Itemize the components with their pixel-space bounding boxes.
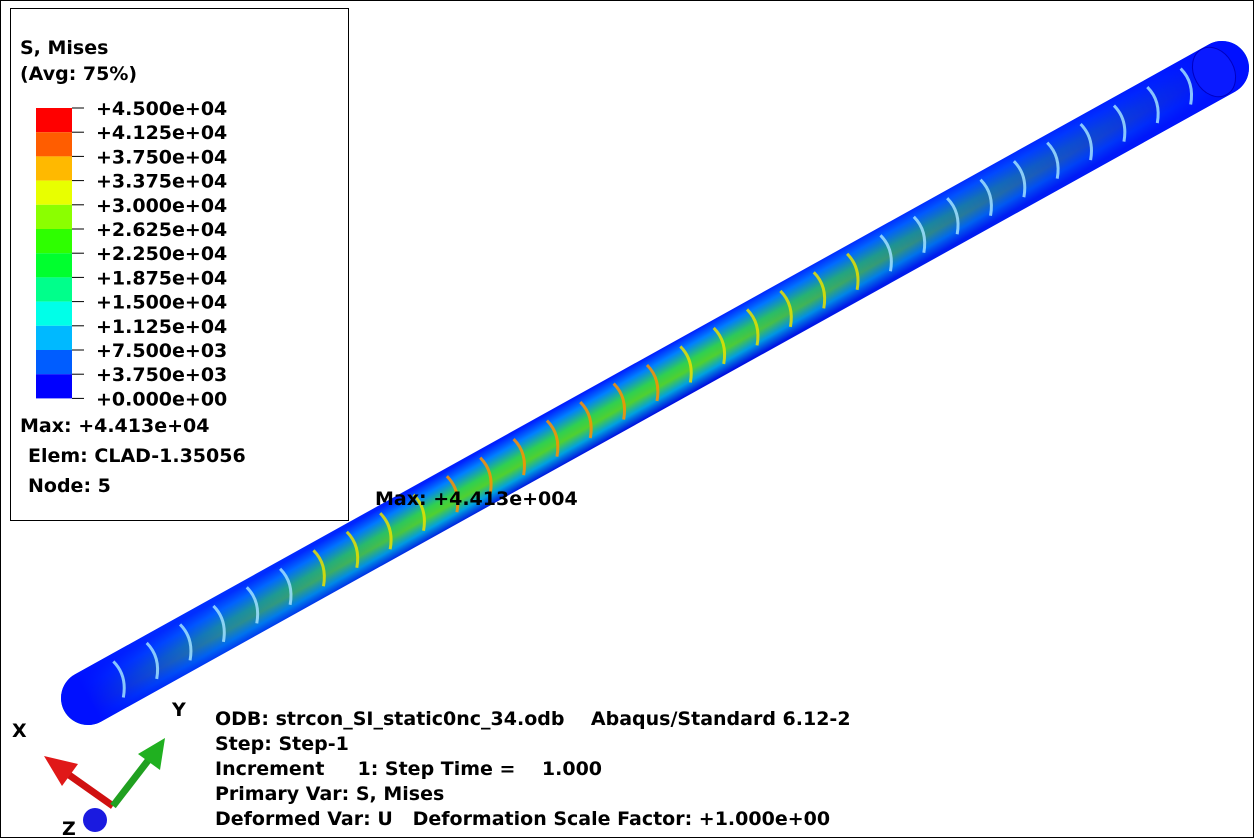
rib xyxy=(279,567,293,606)
legend-swatch xyxy=(36,301,72,326)
rib xyxy=(512,438,526,476)
legend-label: +1.500e+04 xyxy=(96,292,227,314)
rib xyxy=(979,178,993,216)
rib xyxy=(1146,85,1160,124)
legend-swatch xyxy=(36,277,72,302)
legend-swatch xyxy=(36,374,72,399)
legend-label: +3.000e+04 xyxy=(96,195,227,217)
rib xyxy=(545,419,560,457)
rib xyxy=(212,604,226,643)
rib xyxy=(645,363,660,402)
legend-label: +1.125e+04 xyxy=(96,316,227,338)
info-line: Deformed Var: U Deformation Scale Factor… xyxy=(215,808,830,830)
rib xyxy=(112,660,126,698)
legend-swatch xyxy=(36,229,72,254)
rib xyxy=(445,475,460,513)
legend-label: +1.875e+04 xyxy=(96,267,227,289)
rib xyxy=(612,382,627,420)
legend-label: +2.625e+04 xyxy=(96,219,227,241)
legend-swatch xyxy=(36,253,72,278)
rib xyxy=(712,326,727,365)
rib xyxy=(846,252,860,291)
legend-swatch xyxy=(36,204,72,229)
legend-label: +3.750e+03 xyxy=(96,364,227,386)
legend-averaging: (Avg: 75%) xyxy=(20,63,137,85)
rib xyxy=(679,345,693,383)
rib xyxy=(245,586,260,624)
legend-node: Node: 5 xyxy=(28,475,111,497)
legend-swatch xyxy=(36,156,72,181)
x-label: X xyxy=(12,720,27,742)
rib xyxy=(1079,123,1093,161)
legend-label: +4.125e+04 xyxy=(96,122,227,144)
legend-swatch xyxy=(36,180,72,205)
legend-swatch xyxy=(36,350,72,375)
info-line: Primary Var: S, Mises xyxy=(215,783,444,805)
rib xyxy=(879,234,893,272)
legend-swatch xyxy=(36,132,72,157)
legend-swatch xyxy=(36,325,72,350)
rib xyxy=(145,641,160,680)
rib xyxy=(779,289,793,328)
y-arrow-head xyxy=(138,738,165,770)
rib xyxy=(178,623,193,661)
legend-label: +0.000e+00 xyxy=(96,388,227,410)
rib xyxy=(412,493,426,531)
legend-label: +7.500e+03 xyxy=(96,340,227,362)
rib xyxy=(312,549,326,587)
legend-max: Max: +4.413e+04 xyxy=(20,415,209,437)
rib xyxy=(1012,160,1027,198)
rib xyxy=(579,400,593,439)
rib xyxy=(1112,104,1127,142)
info-line: ODB: strcon_SI_static0nc_34.odb Abaqus/S… xyxy=(215,708,851,730)
info-line: Increment 1: Step Time = 1.000 xyxy=(215,758,602,780)
rib xyxy=(345,530,360,569)
legend-title: S, Mises xyxy=(20,37,108,59)
rib xyxy=(912,215,927,254)
rib xyxy=(1046,141,1060,179)
rib xyxy=(479,456,493,494)
info-block: ODB: strcon_SI_static0nc_34.odb Abaqus/S… xyxy=(215,708,851,830)
y-arrow xyxy=(110,755,153,809)
legend-swatch xyxy=(36,108,72,133)
bar-shade xyxy=(61,41,1249,725)
legend: +4.500e+04+4.125e+04+3.750e+04 +3.375e+04… xyxy=(36,98,227,410)
max-annotation: Max: +4.413e+004 xyxy=(375,488,578,510)
rib xyxy=(946,197,960,235)
x-arrow-head xyxy=(44,756,78,786)
legend-elem: Elem: CLAD-1.35056 xyxy=(28,445,246,467)
triad: X Y Z xyxy=(12,699,186,838)
info-line: Step: Step-1 xyxy=(215,733,349,755)
z-label: Z xyxy=(62,818,76,838)
rib xyxy=(745,308,760,346)
rib xyxy=(379,512,393,550)
legend-label: +3.750e+04 xyxy=(96,146,227,168)
x-arrow xyxy=(59,767,116,809)
rib xyxy=(1179,67,1194,105)
y-label: Y xyxy=(171,699,186,721)
model xyxy=(61,41,1249,725)
legend-label: +3.375e+04 xyxy=(96,171,227,193)
legend-label: +4.500e+04 xyxy=(96,98,227,120)
legend-label: +2.250e+04 xyxy=(96,243,227,265)
bar-end xyxy=(1191,46,1237,98)
z-arrow xyxy=(83,808,107,832)
rib xyxy=(812,271,827,309)
